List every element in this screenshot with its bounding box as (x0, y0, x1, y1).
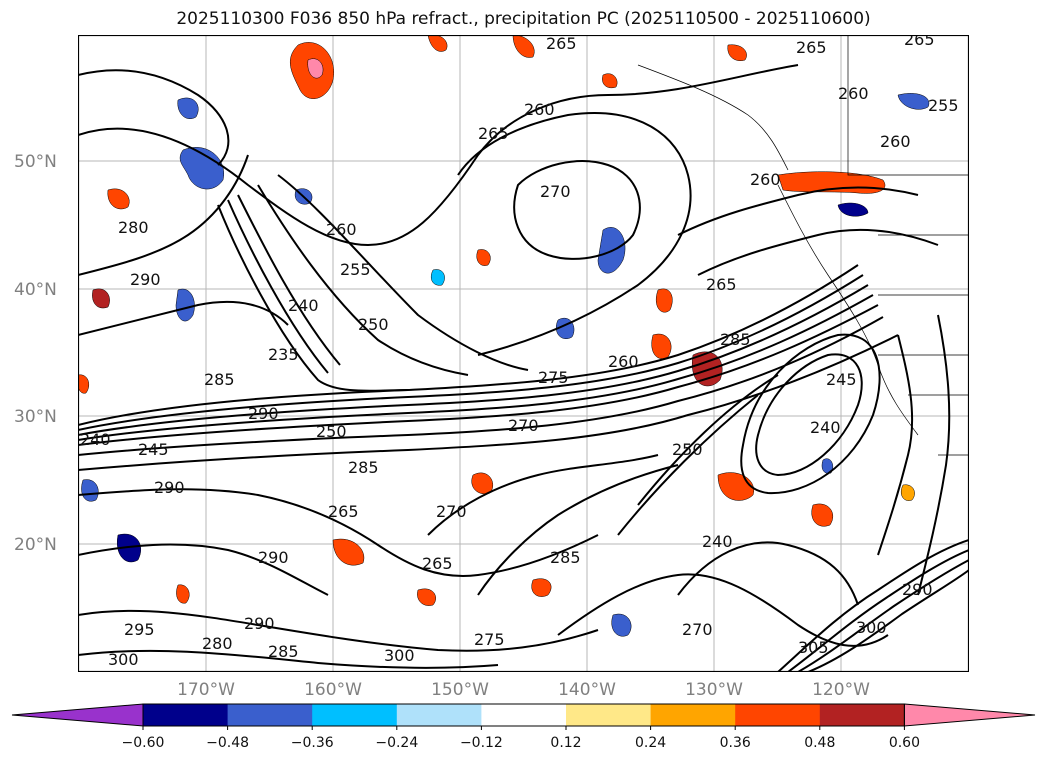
contour-label: 250 (358, 315, 389, 334)
contour-label: 290 (154, 478, 185, 497)
contour-label: 300 (384, 646, 415, 665)
contour-label: 285 (348, 458, 379, 477)
lon-label-140w: 140°W (558, 680, 616, 700)
contour-label: 280 (118, 218, 149, 237)
contour-label: 260 (326, 220, 357, 239)
colorbar-tick-label: 0.24 (635, 735, 666, 751)
contour-label: 290 (130, 270, 161, 289)
lon-label-120w: 120°W (812, 680, 870, 700)
contour-label: 240 (810, 418, 841, 437)
colorbar-segment (227, 704, 313, 726)
contour-label: 305 (798, 638, 829, 657)
colorbar-segment (481, 704, 567, 726)
contour-label: 265 (422, 554, 453, 573)
lat-label-40n: 40°N (14, 280, 57, 300)
lat-label-30n: 30°N (14, 407, 57, 427)
colorbar-extend-high (903, 703, 1036, 727)
chart-title: 2025110300 F036 850 hPa refract., precip… (176, 9, 871, 29)
contour-label: 240 (702, 532, 733, 551)
contour-label: 265 (706, 275, 737, 294)
contour-label: 270 (508, 416, 539, 435)
contour-label: 240 (80, 430, 111, 449)
colorbar-segment (143, 704, 229, 726)
lat-label-20n: 20°N (14, 535, 57, 555)
lat-label-50n: 50°N (14, 152, 57, 172)
contour-label: 265 (904, 35, 935, 49)
contour-label: 255 (340, 260, 371, 279)
contour-label: 275 (474, 630, 505, 649)
contour-label: 260 (880, 132, 911, 151)
contour-label: 260 (838, 84, 869, 103)
lon-label-160w: 160°W (304, 680, 362, 700)
colorbar-segment (312, 704, 398, 726)
colorbar-tick-label: −0.36 (291, 735, 334, 751)
colorbar-segment (650, 704, 736, 726)
colorbar-tick-label: −0.48 (206, 735, 249, 751)
precipitation-patches (78, 35, 930, 637)
contour-label: 260 (524, 100, 555, 119)
contour-label: 255 (928, 96, 959, 115)
map-plot-area: 265 265 265 260 260 255 265 260 270 260 … (78, 35, 969, 672)
contour-label: 265 (478, 124, 509, 143)
contour-label: 250 (672, 440, 703, 459)
colorbar-tick-label: 0.12 (550, 735, 581, 751)
contour-label: 295 (124, 620, 155, 639)
contour-label: 285 (204, 370, 235, 389)
contour-label: 285 (550, 548, 581, 567)
lon-label-130w: 130°W (685, 680, 743, 700)
contour-label: 240 (288, 296, 319, 315)
colorbar-tick-label: 0.48 (804, 735, 835, 751)
contour-label: 270 (540, 182, 571, 201)
contour-label: 260 (608, 352, 639, 371)
contour-label: 290 (248, 404, 279, 423)
contour-label: 245 (138, 440, 169, 459)
contour-lines (78, 64, 969, 672)
contour-label: 275 (538, 368, 569, 387)
contour-label: 300 (108, 650, 139, 669)
lon-label-150w: 150°W (431, 680, 489, 700)
contour-label: 280 (202, 634, 233, 653)
colorbar-segment (735, 704, 821, 726)
contour-label: 235 (268, 345, 299, 364)
contour-label: 245 (826, 370, 857, 389)
colorbar-tick-label: 0.36 (720, 735, 751, 751)
contour-label: 270 (436, 502, 467, 521)
contour-label: 290 (902, 580, 933, 599)
contour-label: 285 (720, 330, 751, 349)
contour-label: 290 (244, 614, 275, 633)
lon-label-170w: 170°W (177, 680, 235, 700)
colorbar-extend-low (11, 703, 144, 727)
coastlines (637, 35, 969, 456)
contour-label: 265 (546, 35, 577, 53)
contour-label: 300 (856, 618, 887, 637)
contour-label: 265 (328, 502, 359, 521)
contour-label: 270 (682, 620, 713, 639)
colorbar-tick-label: 0.60 (889, 735, 920, 751)
colorbar-segment (566, 704, 652, 726)
contour-label: 260 (750, 170, 781, 189)
colorbar-segment (396, 704, 482, 726)
contour-label: 250 (316, 422, 347, 441)
colorbar-tick-label: −0.24 (375, 735, 418, 751)
contour-label: 285 (268, 642, 299, 661)
colorbar-tick-label: −0.60 (122, 735, 165, 751)
contour-label: 290 (258, 548, 289, 567)
colorbar-segment (819, 704, 905, 726)
contour-label: 265 (796, 38, 827, 57)
colorbar-tick-label: −0.12 (460, 735, 503, 751)
colorbar: −0.60 −0.48 −0.36 −0.24 −0.12 0.12 0.24 0.36 0.4… (11, 703, 1036, 751)
